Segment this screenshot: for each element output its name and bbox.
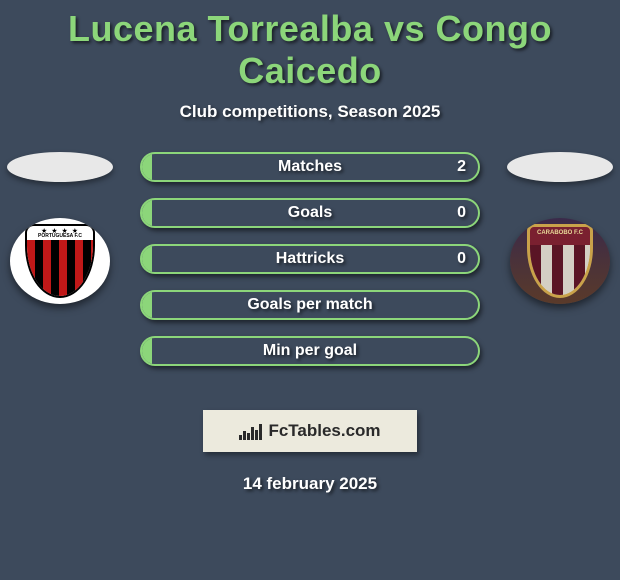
stat-label: Min per goal [142,342,478,360]
stat-bar: Min per goal [140,336,480,366]
player2-silhouette [507,152,613,182]
vs-text: vs [384,8,425,49]
date-label: 14 february 2025 [0,474,620,494]
team1-badge: ★ ★ ★ ★ PORTUGUESA F.C [10,218,110,304]
stat-label: Hattricks [142,250,478,268]
source-badge: FcTables.com [203,410,417,452]
source-name: FcTables.com [268,421,380,441]
player1-silhouette [7,152,113,182]
comparison-panel: ★ ★ ★ ★ PORTUGUESA F.C CARABOBO F.C Matc… [0,152,620,392]
stat-label: Goals [142,204,478,222]
left-player-col: ★ ★ ★ ★ PORTUGUESA F.C [0,152,120,304]
stat-bar: Goals per match [140,290,480,320]
right-player-col: CARABOBO F.C [500,152,620,304]
page-title: Lucena Torrealba vs Congo Caicedo [0,0,620,92]
stat-label: Matches [142,158,478,176]
stat-value-right: 0 [457,250,466,268]
stat-value-right: 2 [457,158,466,176]
player1-name: Lucena Torrealba [68,8,373,49]
subtitle: Club competitions, Season 2025 [0,102,620,122]
stat-bar: Goals0 [140,198,480,228]
team2-badge: CARABOBO F.C [510,218,610,304]
stat-bars: Matches2Goals0Hattricks0Goals per matchM… [140,152,480,366]
stat-bar: Matches2 [140,152,480,182]
team2-shield-icon: CARABOBO F.C [527,224,593,298]
stat-bar: Hattricks0 [140,244,480,274]
bar-chart-icon [239,422,262,440]
stat-value-right: 0 [457,204,466,222]
team1-shield-icon: ★ ★ ★ ★ PORTUGUESA F.C [25,224,95,298]
stat-label: Goals per match [142,296,478,314]
